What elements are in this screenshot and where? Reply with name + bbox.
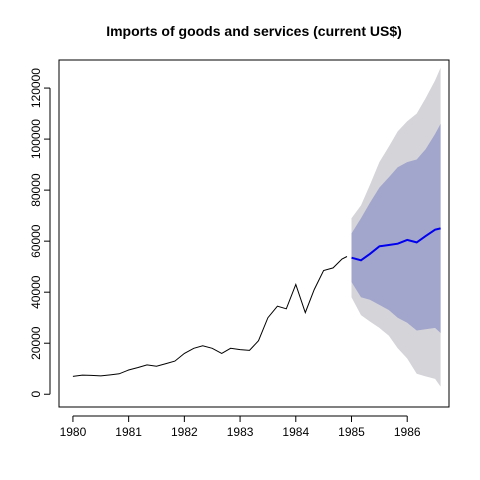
y-tick-label: 80000 <box>29 173 43 207</box>
forecast-bands <box>351 67 441 387</box>
y-tick-label: 100000 <box>29 119 43 159</box>
x-tick-label: 1980 <box>60 425 87 439</box>
chart-title: Imports of goods and services (current U… <box>106 23 402 39</box>
history-line <box>72 256 348 377</box>
plot-frame <box>58 59 450 408</box>
y-tick-label: 20000 <box>29 326 43 360</box>
y-tick-label: 120000 <box>29 68 43 108</box>
y-axis: 0 20000 40000 60000 80000 100000 120000 <box>29 68 51 398</box>
y-tick-label: 0 <box>29 391 43 398</box>
x-tick-label: 1981 <box>115 425 142 439</box>
series-lines <box>72 227 441 377</box>
x-tick-label: 1982 <box>171 425 198 439</box>
x-tick-label: 1984 <box>282 425 309 439</box>
band-80 <box>351 123 441 333</box>
forecast-mean-line <box>351 227 441 262</box>
y-tick-label: 40000 <box>29 275 43 309</box>
y-tick-label: 60000 <box>29 224 43 258</box>
x-tick-label: 1985 <box>338 425 365 439</box>
x-tick-label: 1983 <box>227 425 254 439</box>
x-tick-label: 1986 <box>394 425 421 439</box>
x-axis: 1980 1981 1982 1983 1984 1985 1986 <box>60 415 421 439</box>
